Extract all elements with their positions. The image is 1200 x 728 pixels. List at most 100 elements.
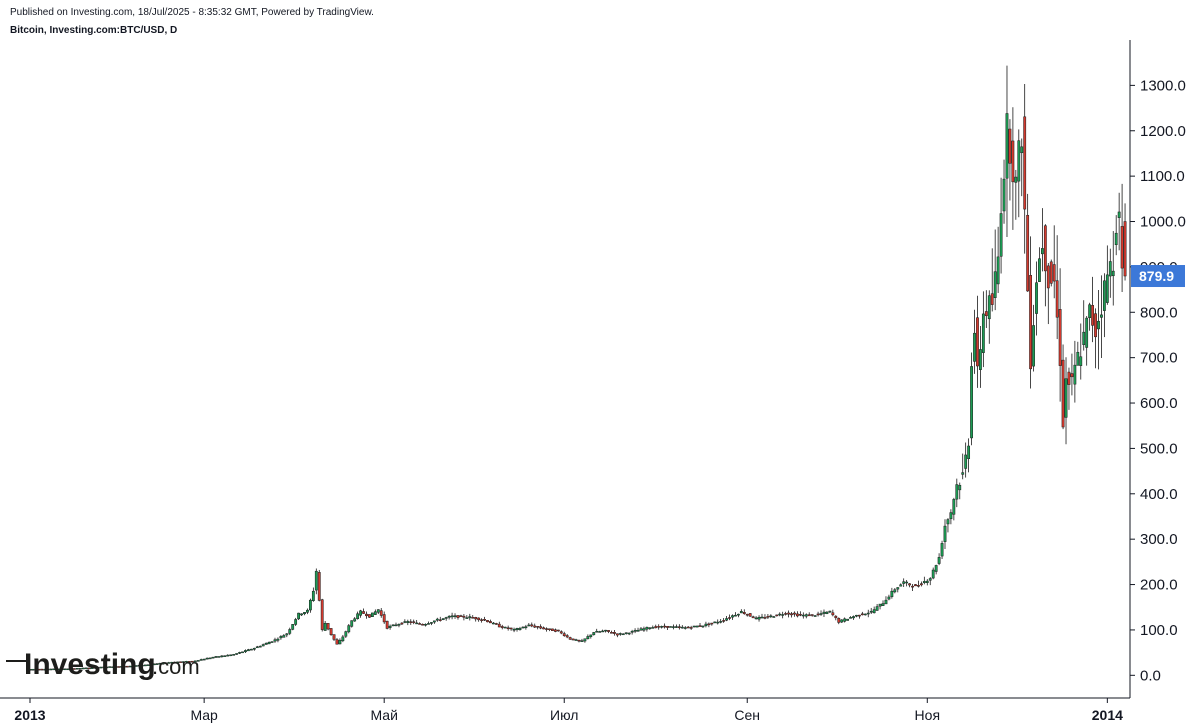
- candle-body-down: [385, 620, 389, 629]
- candle: [683, 626, 687, 630]
- candle-body-up: [182, 661, 185, 663]
- candle: [530, 622, 534, 628]
- candle: [887, 594, 891, 601]
- candle-body-down: [40, 668, 44, 671]
- candle-body-up: [81, 667, 85, 670]
- candle: [863, 613, 867, 616]
- candle: [285, 633, 289, 638]
- candle: [167, 661, 171, 664]
- candle-body-up: [311, 590, 315, 601]
- candle: [424, 623, 427, 627]
- candle-body-up: [388, 625, 392, 628]
- candle-body-up: [61, 668, 64, 670]
- candle: [232, 653, 236, 656]
- candle-body-up: [925, 580, 929, 583]
- candle-body-up: [592, 632, 596, 636]
- candle-body-down: [908, 583, 911, 586]
- y-tick-label: 500.0: [1140, 440, 1178, 457]
- candle: [152, 663, 156, 666]
- candle: [187, 661, 191, 663]
- candle-body-up: [306, 609, 309, 613]
- candle: [595, 628, 599, 633]
- candle-body-down: [486, 620, 489, 623]
- candle: [766, 614, 770, 619]
- candle: [775, 614, 779, 617]
- candle: [415, 619, 419, 625]
- candle: [1005, 65, 1009, 238]
- candle-body-up: [241, 651, 244, 654]
- candle: [279, 635, 283, 640]
- candle-body-up: [713, 621, 717, 624]
- candle-body-down: [728, 617, 731, 619]
- candle: [75, 668, 79, 670]
- candle: [155, 663, 159, 665]
- y-tick-label: 1000.0: [1140, 214, 1186, 231]
- candle: [497, 621, 501, 628]
- candle-body-down: [548, 628, 551, 630]
- candle-body-down: [751, 616, 755, 619]
- candle-body-down: [500, 626, 504, 628]
- candle-body-up: [719, 621, 723, 623]
- candle: [905, 580, 909, 587]
- candle-body-up: [137, 664, 141, 667]
- candle: [961, 453, 965, 480]
- candle-body-down: [1091, 305, 1094, 326]
- candle-body-up: [704, 623, 708, 627]
- candle-body-up: [946, 519, 950, 525]
- candle-body-down: [34, 668, 38, 671]
- candle-body-up: [120, 666, 123, 668]
- candle: [624, 632, 628, 635]
- candle: [796, 611, 799, 618]
- candle: [536, 626, 540, 630]
- candle-body-up: [890, 590, 894, 597]
- candle-body-up: [282, 635, 286, 638]
- candle: [1014, 169, 1018, 220]
- candle: [489, 619, 492, 624]
- candle-body-up: [205, 657, 209, 660]
- candle: [837, 617, 841, 625]
- candle-body-up: [949, 512, 953, 520]
- candle-body-down: [87, 667, 91, 670]
- candle-body-up: [1002, 178, 1006, 212]
- candle-body-up: [734, 614, 737, 617]
- candle: [607, 630, 610, 634]
- candle: [828, 610, 832, 614]
- candle: [1114, 215, 1118, 256]
- candle: [220, 655, 224, 658]
- candle-body-up: [961, 472, 965, 475]
- candle-body-up: [970, 366, 973, 439]
- candle: [852, 615, 855, 620]
- candle-body-down: [666, 625, 669, 628]
- candle: [1100, 275, 1103, 358]
- candle-body-down: [787, 612, 790, 615]
- candle: [967, 438, 971, 473]
- candle: [96, 667, 100, 669]
- candle: [385, 620, 389, 630]
- candle-body-up: [264, 642, 268, 645]
- candle-body-up: [430, 622, 433, 624]
- candle: [512, 627, 516, 633]
- candle-body-down: [55, 668, 58, 671]
- candle: [610, 630, 613, 634]
- candle-body-up: [447, 616, 451, 618]
- candle-body-up: [967, 445, 971, 459]
- candle: [896, 587, 900, 593]
- candle: [28, 668, 32, 671]
- candle: [964, 442, 968, 478]
- candle-body-up: [896, 587, 900, 590]
- candle: [858, 614, 861, 619]
- candle: [432, 620, 436, 624]
- candle-body-down: [775, 614, 779, 617]
- candle-body-up: [149, 664, 153, 666]
- candle-body-down: [657, 626, 661, 628]
- candle: [571, 638, 575, 641]
- candle: [754, 616, 758, 620]
- candle: [326, 623, 330, 631]
- candle-body-up: [633, 630, 637, 632]
- candle-body-down: [1120, 226, 1124, 269]
- x-tick-label: Мар: [190, 707, 218, 723]
- candle: [453, 613, 457, 619]
- candle-body-up: [937, 557, 941, 564]
- candle-body-up: [642, 628, 646, 631]
